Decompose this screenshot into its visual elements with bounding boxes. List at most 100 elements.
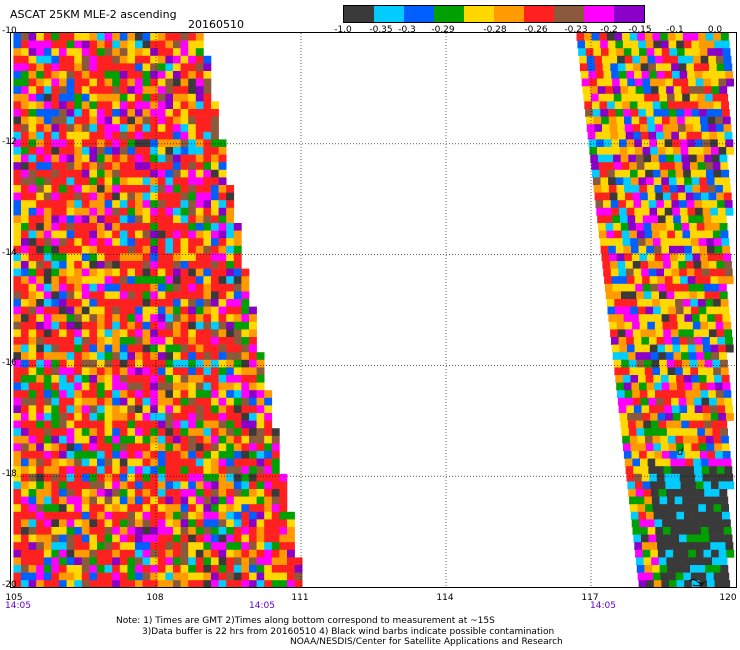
wind-cell xyxy=(593,48,602,57)
wind-cell xyxy=(119,101,128,110)
wind-cell xyxy=(104,557,113,566)
wind-cell xyxy=(659,299,668,307)
wind-cell xyxy=(637,572,646,581)
wind-cell xyxy=(119,131,128,140)
wind-cell xyxy=(59,321,67,330)
wind-cell xyxy=(716,131,725,140)
wind-cell xyxy=(66,344,75,353)
wind-cell xyxy=(720,162,729,171)
wind-cell xyxy=(150,33,159,41)
wind-cell xyxy=(135,116,143,125)
wind-cell xyxy=(43,314,52,323)
wind-cell xyxy=(59,375,67,383)
wind-cell xyxy=(81,253,90,262)
wind-cell xyxy=(709,63,717,72)
wind-cell xyxy=(36,321,45,330)
wind-cell xyxy=(195,527,204,535)
wind-cell xyxy=(712,565,721,573)
wind-cell xyxy=(43,481,52,490)
wind-cell xyxy=(617,329,626,338)
wind-cell xyxy=(692,451,701,459)
wind-cell xyxy=(135,314,143,323)
wind-cell xyxy=(687,344,696,353)
wind-cell xyxy=(104,177,113,186)
wind-cell xyxy=(713,238,722,247)
wind-cell xyxy=(36,549,45,558)
wind-cell xyxy=(719,557,728,566)
wind-cell xyxy=(188,55,197,64)
wind-cell xyxy=(180,55,189,64)
wind-cell xyxy=(142,55,151,64)
wind-cell xyxy=(150,253,159,262)
wind-cell xyxy=(625,261,634,269)
wind-cell xyxy=(617,397,626,406)
wind-cell xyxy=(688,78,696,87)
wind-cell xyxy=(218,261,227,269)
wind-cell xyxy=(203,78,212,87)
wind-cell xyxy=(104,367,113,376)
wind-cell xyxy=(74,109,83,117)
wind-cell xyxy=(218,542,227,551)
wind-cell xyxy=(256,542,265,551)
wind-cell xyxy=(21,101,29,110)
wind-cell xyxy=(651,223,660,231)
wind-cell xyxy=(89,63,98,72)
wind-cell xyxy=(135,542,143,551)
wind-cell xyxy=(59,435,67,444)
wind-cell xyxy=(706,306,715,315)
wind-cell xyxy=(112,215,121,224)
wind-cell xyxy=(718,78,727,87)
wind-cell xyxy=(173,496,181,505)
wind-cell xyxy=(173,443,181,452)
wind-cell xyxy=(203,185,212,193)
wind-cell xyxy=(74,344,83,353)
wind-cell xyxy=(28,63,37,72)
wind-cell xyxy=(81,542,90,551)
wind-cell xyxy=(685,390,694,399)
wind-cell xyxy=(249,489,257,497)
wind-cell xyxy=(195,489,204,497)
wind-cell xyxy=(157,48,166,57)
wind-cell xyxy=(594,55,603,64)
wind-cell xyxy=(112,245,121,254)
wind-cell xyxy=(104,382,113,391)
wind-cell xyxy=(642,283,651,292)
wind-cell xyxy=(150,223,159,231)
wind-cell xyxy=(142,473,151,482)
wind-cell xyxy=(671,63,679,72)
wind-cell xyxy=(157,245,166,254)
wind-cell xyxy=(241,276,250,285)
wind-cell xyxy=(666,154,675,163)
wind-cell xyxy=(600,40,609,49)
wind-cell xyxy=(696,283,704,292)
wind-cell xyxy=(66,542,75,551)
wind-cell xyxy=(165,306,174,315)
wind-cell xyxy=(21,458,29,467)
wind-cell xyxy=(142,147,151,155)
wind-cell xyxy=(51,200,60,209)
wind-cell xyxy=(119,71,128,79)
wind-cell xyxy=(165,215,174,224)
wind-cell xyxy=(654,314,662,323)
wind-cell xyxy=(165,192,174,201)
wind-cell xyxy=(104,101,113,110)
wind-cell xyxy=(36,230,45,239)
wind-cell xyxy=(127,283,136,292)
wind-cell xyxy=(127,382,136,391)
wind-cell xyxy=(165,375,174,383)
wind-cell xyxy=(691,511,700,520)
wind-cell xyxy=(668,238,677,247)
wind-cell xyxy=(188,93,197,102)
wind-cell xyxy=(715,185,724,193)
wind-cell xyxy=(725,473,734,482)
wind-cell xyxy=(74,291,83,300)
wind-cell xyxy=(211,329,219,338)
wind-cell xyxy=(51,169,60,178)
wind-cell xyxy=(142,397,151,406)
wind-cell xyxy=(142,116,151,125)
wind-cell xyxy=(135,238,143,247)
wind-cell xyxy=(724,200,733,209)
wind-cell xyxy=(142,299,151,307)
wind-cell xyxy=(674,230,683,239)
wind-cell xyxy=(112,276,121,285)
